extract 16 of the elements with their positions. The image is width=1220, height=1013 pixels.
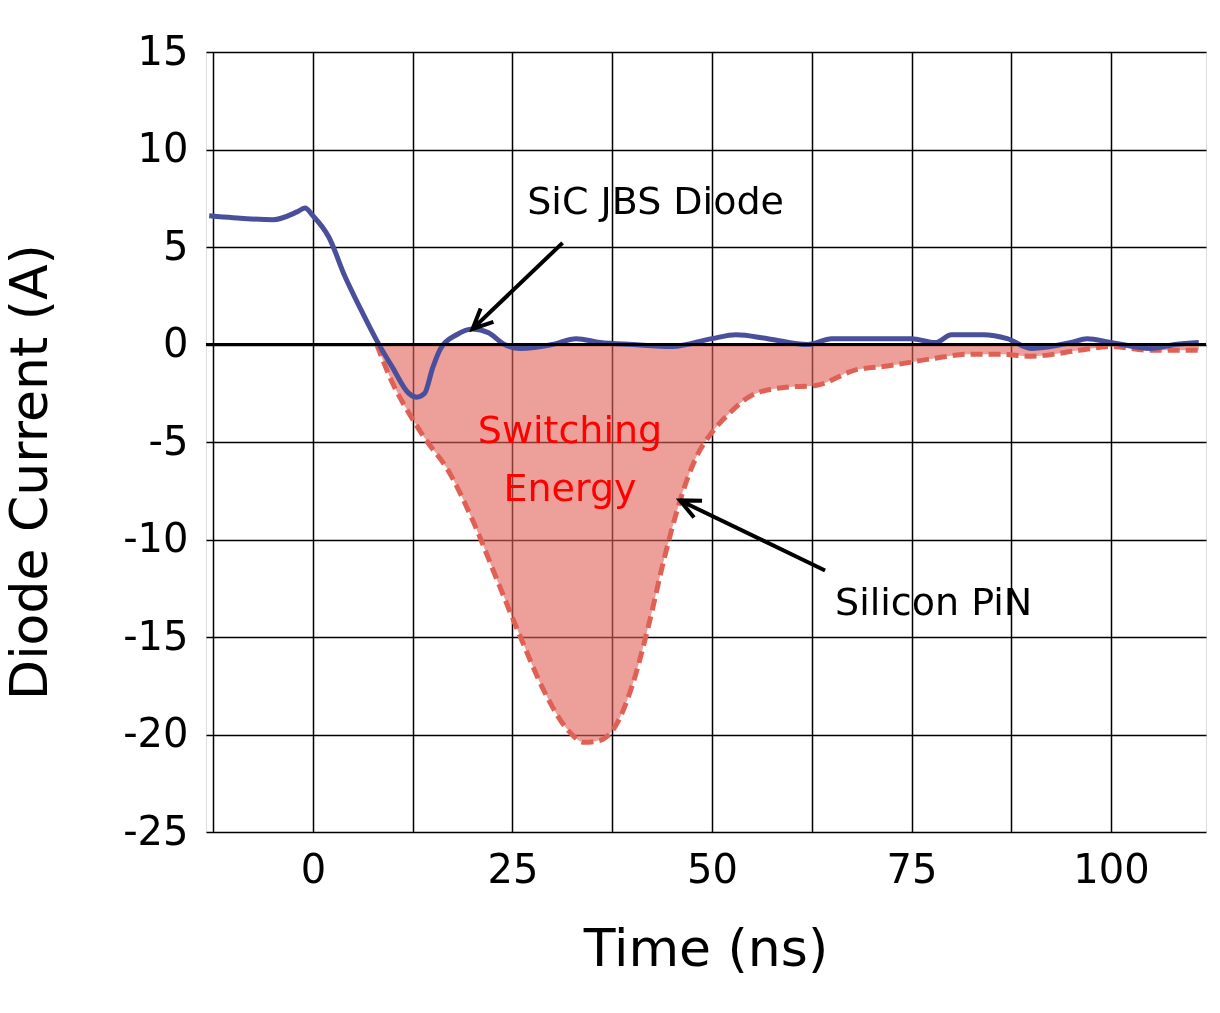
y-tick-label: 5	[163, 222, 189, 269]
x-tick-label: 100	[1073, 845, 1150, 892]
x-tick-label: 0	[300, 845, 327, 892]
y-tick-label: 10	[137, 125, 189, 171]
x-tick-label: 75	[886, 845, 938, 892]
y-tick-label: -5	[148, 417, 189, 464]
y-tick-label: -20	[123, 710, 189, 756]
x-axis-title: Time (ns)	[582, 918, 829, 978]
y-tick-label: -15	[123, 612, 189, 659]
y-tick-label: 0	[163, 320, 189, 366]
x-tick-label: 25	[487, 845, 539, 892]
x-tick-label: 50	[687, 845, 738, 892]
y-tick-label: -10	[123, 515, 189, 561]
y-tick-label: -25	[123, 807, 189, 854]
y-axis-title: Diode Current (A)	[0, 244, 59, 700]
y-tick-label: 15	[137, 27, 189, 74]
